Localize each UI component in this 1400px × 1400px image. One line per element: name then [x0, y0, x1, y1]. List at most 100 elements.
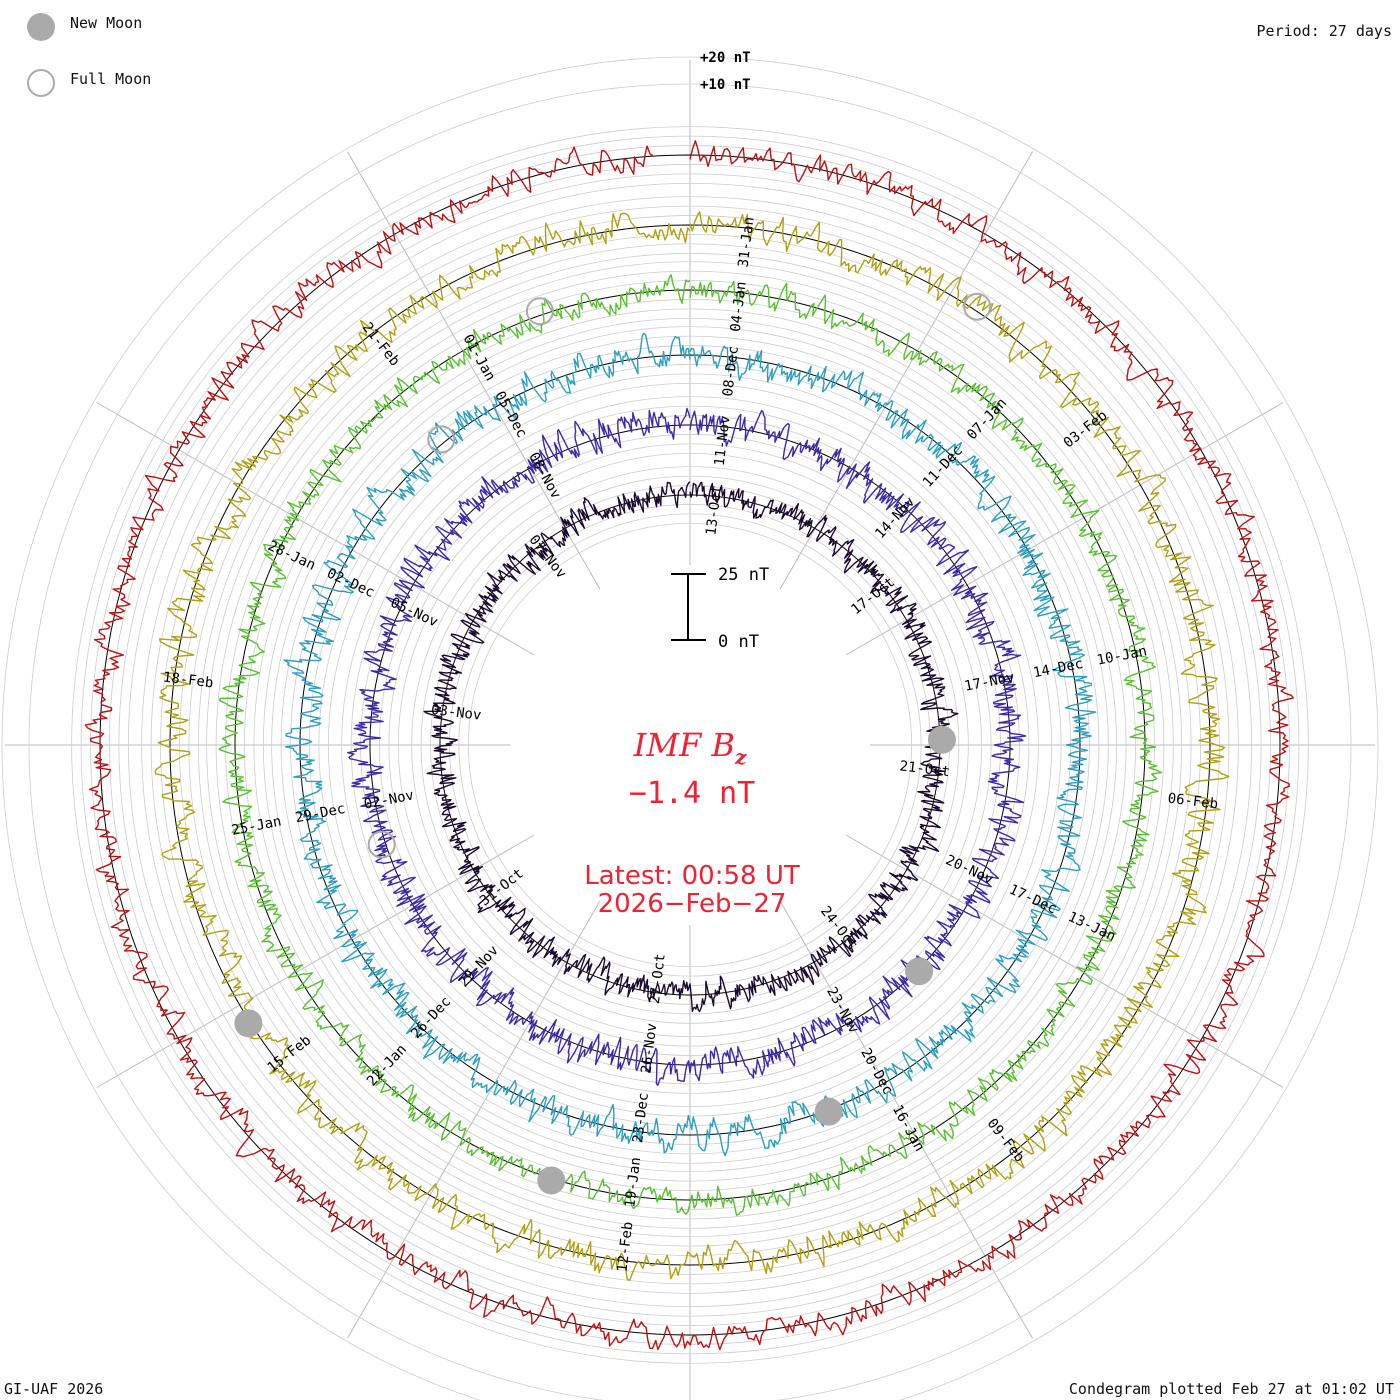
zero-ring-2 [369, 424, 1011, 1066]
date-label: 14-Dec [1032, 656, 1085, 681]
grid-circle [244, 299, 1136, 1191]
date-label: 26-Nov [638, 1022, 660, 1074]
date-label: 07-Jan [964, 395, 1010, 443]
center-value: −1.4 nT [629, 776, 755, 811]
date-label: 17-Nov [963, 669, 1016, 694]
date-label: 16-Jan [889, 1102, 928, 1154]
new-moon-marker [814, 1097, 843, 1126]
grid-circle [388, 443, 992, 1047]
zero-ring-6 [99, 154, 1281, 1336]
grid-circle [467, 522, 913, 968]
series-line-5 [154, 211, 1230, 1281]
date-label: 12-Feb [614, 1221, 636, 1273]
grid-circle [215, 270, 1165, 1220]
moon-markers [234, 292, 992, 1195]
polar-grid [1, 56, 1379, 1400]
center-title-subscript: z [734, 745, 747, 769]
grid-spoke [96, 402, 535, 656]
date-label: 29-Dec [294, 801, 347, 826]
date-label: 18-Feb [162, 669, 214, 691]
series-line-3 [283, 332, 1097, 1157]
date-label: 27-Oct [647, 953, 669, 1005]
grid-circle-plus10 [28, 83, 1352, 1400]
date-label: 03-Nov [430, 702, 482, 724]
date-label: 31-Jan [736, 216, 758, 268]
date-label: 22-Jan [364, 1041, 410, 1089]
grid-circle [341, 396, 1039, 1094]
grid-circle [327, 382, 1053, 1108]
date-label: 19-Jan [622, 1156, 644, 1208]
date-label: 21-Oct [899, 758, 951, 780]
grid-circle [141, 196, 1239, 1294]
center-readout: IMF Bz −1.4 nT Latest: 00:58 UT 2026−Feb… [584, 726, 800, 919]
date-label: 20-Dec [857, 1046, 896, 1098]
full-moon-icon [27, 69, 55, 97]
new-moon-marker [927, 725, 956, 754]
date-label: 25-Jan [230, 813, 283, 838]
full-moon-marker [525, 297, 554, 326]
scale-bar: 25 nT 0 nT [671, 565, 769, 652]
date-label: 10-Jan [1096, 643, 1149, 668]
ring-label-plus20: +20 nT [700, 50, 751, 66]
grid-circle [118, 173, 1262, 1317]
date-label: 23-Dec [630, 1092, 652, 1144]
grid-circle [109, 164, 1271, 1326]
bz-series-layer [84, 140, 1294, 1351]
legend-full-moon-label: Full Moon [70, 70, 152, 88]
grid-circle [411, 466, 969, 1024]
grid-circle [397, 452, 983, 1038]
series-line-1 [423, 481, 959, 1013]
grid-circle [225, 280, 1155, 1210]
center-latest: Latest: 00:58 UT [584, 861, 800, 891]
grid-circle [179, 234, 1201, 1256]
date-label: 11-Nov [712, 415, 734, 467]
grid-circle [197, 252, 1183, 1238]
grid-circle [290, 345, 1090, 1145]
grid-circle [318, 373, 1062, 1117]
new-moon-marker [537, 1166, 566, 1195]
grid-circle [458, 513, 922, 977]
grid-circle [253, 308, 1127, 1182]
full-moon-marker [963, 292, 992, 321]
grid-circle [280, 335, 1100, 1155]
legend-new-moon-label: New Moon [70, 14, 143, 32]
grid-circle [420, 475, 960, 1015]
date-label: 06-Feb [1167, 791, 1219, 813]
period-label: Period: 27 days [1256, 22, 1392, 40]
grid-circle [188, 243, 1192, 1247]
grid-circle [379, 434, 1001, 1056]
new-moon-icon [27, 13, 55, 41]
date-label: 01-Jan [460, 332, 499, 384]
credit-label: GI-UAF 2026 [4, 1380, 104, 1398]
grid-spoke [347, 900, 601, 1339]
scale-bar-bottom-label: 0 nT [718, 632, 759, 652]
series-line-2 [347, 407, 1027, 1086]
zero-ring-1 [439, 494, 941, 996]
date-label: 23-Nov [823, 984, 862, 1036]
scale-bar-top-label: 25 nT [718, 565, 769, 585]
ring-label-plus10: +10 nT [700, 77, 751, 93]
grid-circle [127, 182, 1253, 1308]
grid-circle [150, 205, 1230, 1285]
date-label: 26-Dec [408, 994, 454, 1042]
date-label: 02-Nov [363, 787, 416, 812]
grid-spoke [845, 834, 1284, 1088]
series-line-4 [218, 274, 1163, 1216]
grid-circle [206, 261, 1174, 1229]
grid-spoke [845, 402, 1284, 656]
plotted-timestamp: Condegram plotted Feb 27 at 01:02 UT [1068, 1380, 1394, 1398]
date-label: 08-Dec [720, 345, 742, 397]
grid-spoke [347, 151, 601, 590]
grid-circle [80, 135, 1300, 1355]
full-moon-marker [367, 830, 396, 859]
grid-circle [71, 126, 1309, 1364]
date-label: 13-Oct [703, 484, 725, 536]
date-label: 04-Jan [728, 281, 750, 333]
grid-circle [160, 215, 1220, 1275]
grid-spoke [779, 151, 1033, 590]
new-moon-marker [905, 957, 934, 986]
full-moon-marker [427, 425, 456, 454]
center-date: 2026−Feb−27 [598, 889, 787, 919]
grid-circle [271, 326, 1109, 1164]
